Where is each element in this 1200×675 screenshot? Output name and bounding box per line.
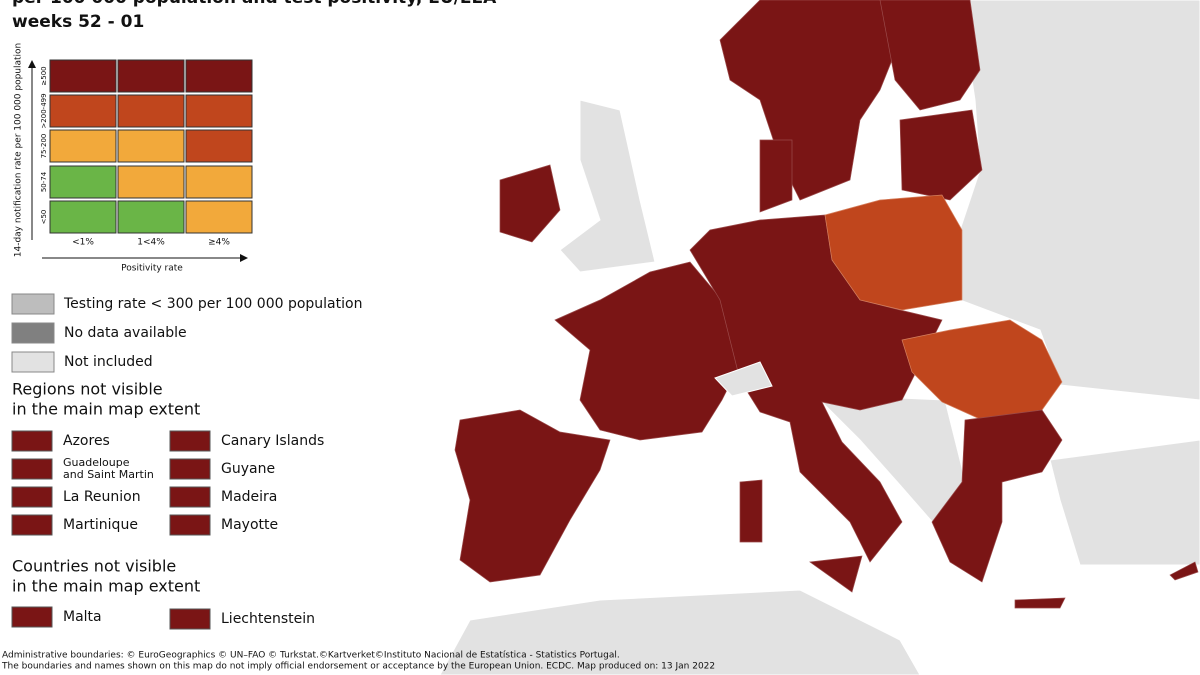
- matrix-cell: [117, 129, 185, 163]
- row-label: 75-200: [40, 134, 48, 159]
- land-eu: [899, 109, 983, 201]
- region-label: Martinique: [63, 517, 138, 533]
- land-eu: [1169, 561, 1199, 581]
- legend: per 100 000 population and test positivi…: [0, 0, 715, 672]
- matrix-cell: [117, 94, 185, 128]
- region-swatch: [11, 514, 53, 536]
- matrix-cell: [49, 94, 117, 128]
- region-label: Azores: [63, 433, 110, 449]
- row-label: 50-74: [40, 171, 48, 192]
- matrix-cell: [117, 165, 185, 199]
- title: per 100 000 population and test positivi…: [12, 0, 497, 8]
- land-not-included: [1049, 439, 1200, 566]
- land-not-included: [959, 0, 1200, 401]
- title: weeks 52 - 01: [12, 12, 144, 32]
- column-label: ≥4%: [208, 238, 230, 248]
- region-label: La Reunion: [63, 489, 141, 505]
- region-label: Guadeloupe: [63, 456, 130, 469]
- matrix-cell: [49, 129, 117, 163]
- column-label: <1%: [72, 238, 94, 248]
- region-label: Guyane: [221, 461, 275, 477]
- region-swatch: [11, 486, 53, 508]
- title-bg: [0, 0, 470, 34]
- x-axis-label: Positivity rate: [121, 264, 183, 274]
- row-label: <50: [40, 210, 48, 225]
- legend-label: Not included: [64, 354, 153, 370]
- region-swatch: [11, 458, 53, 480]
- land-eu: [809, 555, 863, 593]
- matrix-cell: [185, 94, 253, 128]
- section-title: Regions not visible: [12, 380, 163, 399]
- footer: The boundaries and names shown on this m…: [1, 662, 715, 672]
- matrix-cell: [185, 200, 253, 234]
- matrix-cell: [185, 59, 253, 93]
- land-eu: [719, 0, 901, 201]
- country-label: Malta: [63, 609, 102, 625]
- land-eu: [824, 194, 963, 311]
- matrix-cell: [117, 59, 185, 93]
- region-swatch: [11, 430, 53, 452]
- region-swatch: [169, 514, 211, 536]
- section-title: in the main map extent: [12, 400, 200, 419]
- region-swatch: [169, 486, 211, 508]
- country-swatch: [11, 606, 53, 628]
- region-swatch: [169, 458, 211, 480]
- land-eu: [739, 479, 763, 543]
- land-eu: [454, 409, 611, 583]
- country-label: Liechtenstein: [221, 611, 315, 627]
- region-label: Mayotte: [221, 517, 278, 533]
- land-not-included: [714, 361, 773, 397]
- legend-swatch: [11, 293, 55, 315]
- section-title: Countries not visible: [12, 557, 176, 576]
- map: [439, 0, 1200, 675]
- land-eu: [499, 164, 561, 243]
- land-eu: [931, 409, 1063, 583]
- land-eu: [759, 139, 793, 213]
- legend-label: No data available: [64, 325, 187, 341]
- land-eu: [554, 261, 743, 441]
- land-eu: [879, 0, 981, 111]
- matrix-cell: [49, 165, 117, 199]
- region-label: Madeira: [221, 489, 277, 505]
- land-eu: [901, 319, 1063, 421]
- matrix-cell: [49, 200, 117, 234]
- row-label: ≥500: [40, 66, 48, 85]
- matrix-cell: [185, 129, 253, 163]
- legend-label: Testing rate < 300 per 100 000 populatio…: [63, 296, 362, 312]
- y-axis-label: 14-day notification rate per 100 000 pop…: [14, 43, 24, 258]
- land-eu: [1014, 597, 1066, 609]
- legend-swatch: [11, 322, 55, 344]
- section-title: in the main map extent: [12, 577, 200, 596]
- x-arrow-head: [240, 254, 248, 262]
- land-not-included: [559, 99, 656, 273]
- region-label: and Saint Martin: [63, 468, 154, 481]
- matrix-cell: [117, 200, 185, 234]
- row-label: >200-499: [40, 93, 48, 128]
- column-label: 1<4%: [137, 238, 165, 248]
- footer: Administrative boundaries: © EuroGeograp…: [2, 651, 620, 661]
- region-swatch: [169, 430, 211, 452]
- matrix-cell: [49, 59, 117, 93]
- legend-swatch: [11, 351, 55, 373]
- country-swatch: [169, 608, 211, 630]
- land-not-included: [439, 589, 921, 675]
- matrix-cell: [185, 165, 253, 199]
- y-arrow-head: [28, 60, 36, 68]
- region-label: Canary Islands: [221, 433, 324, 449]
